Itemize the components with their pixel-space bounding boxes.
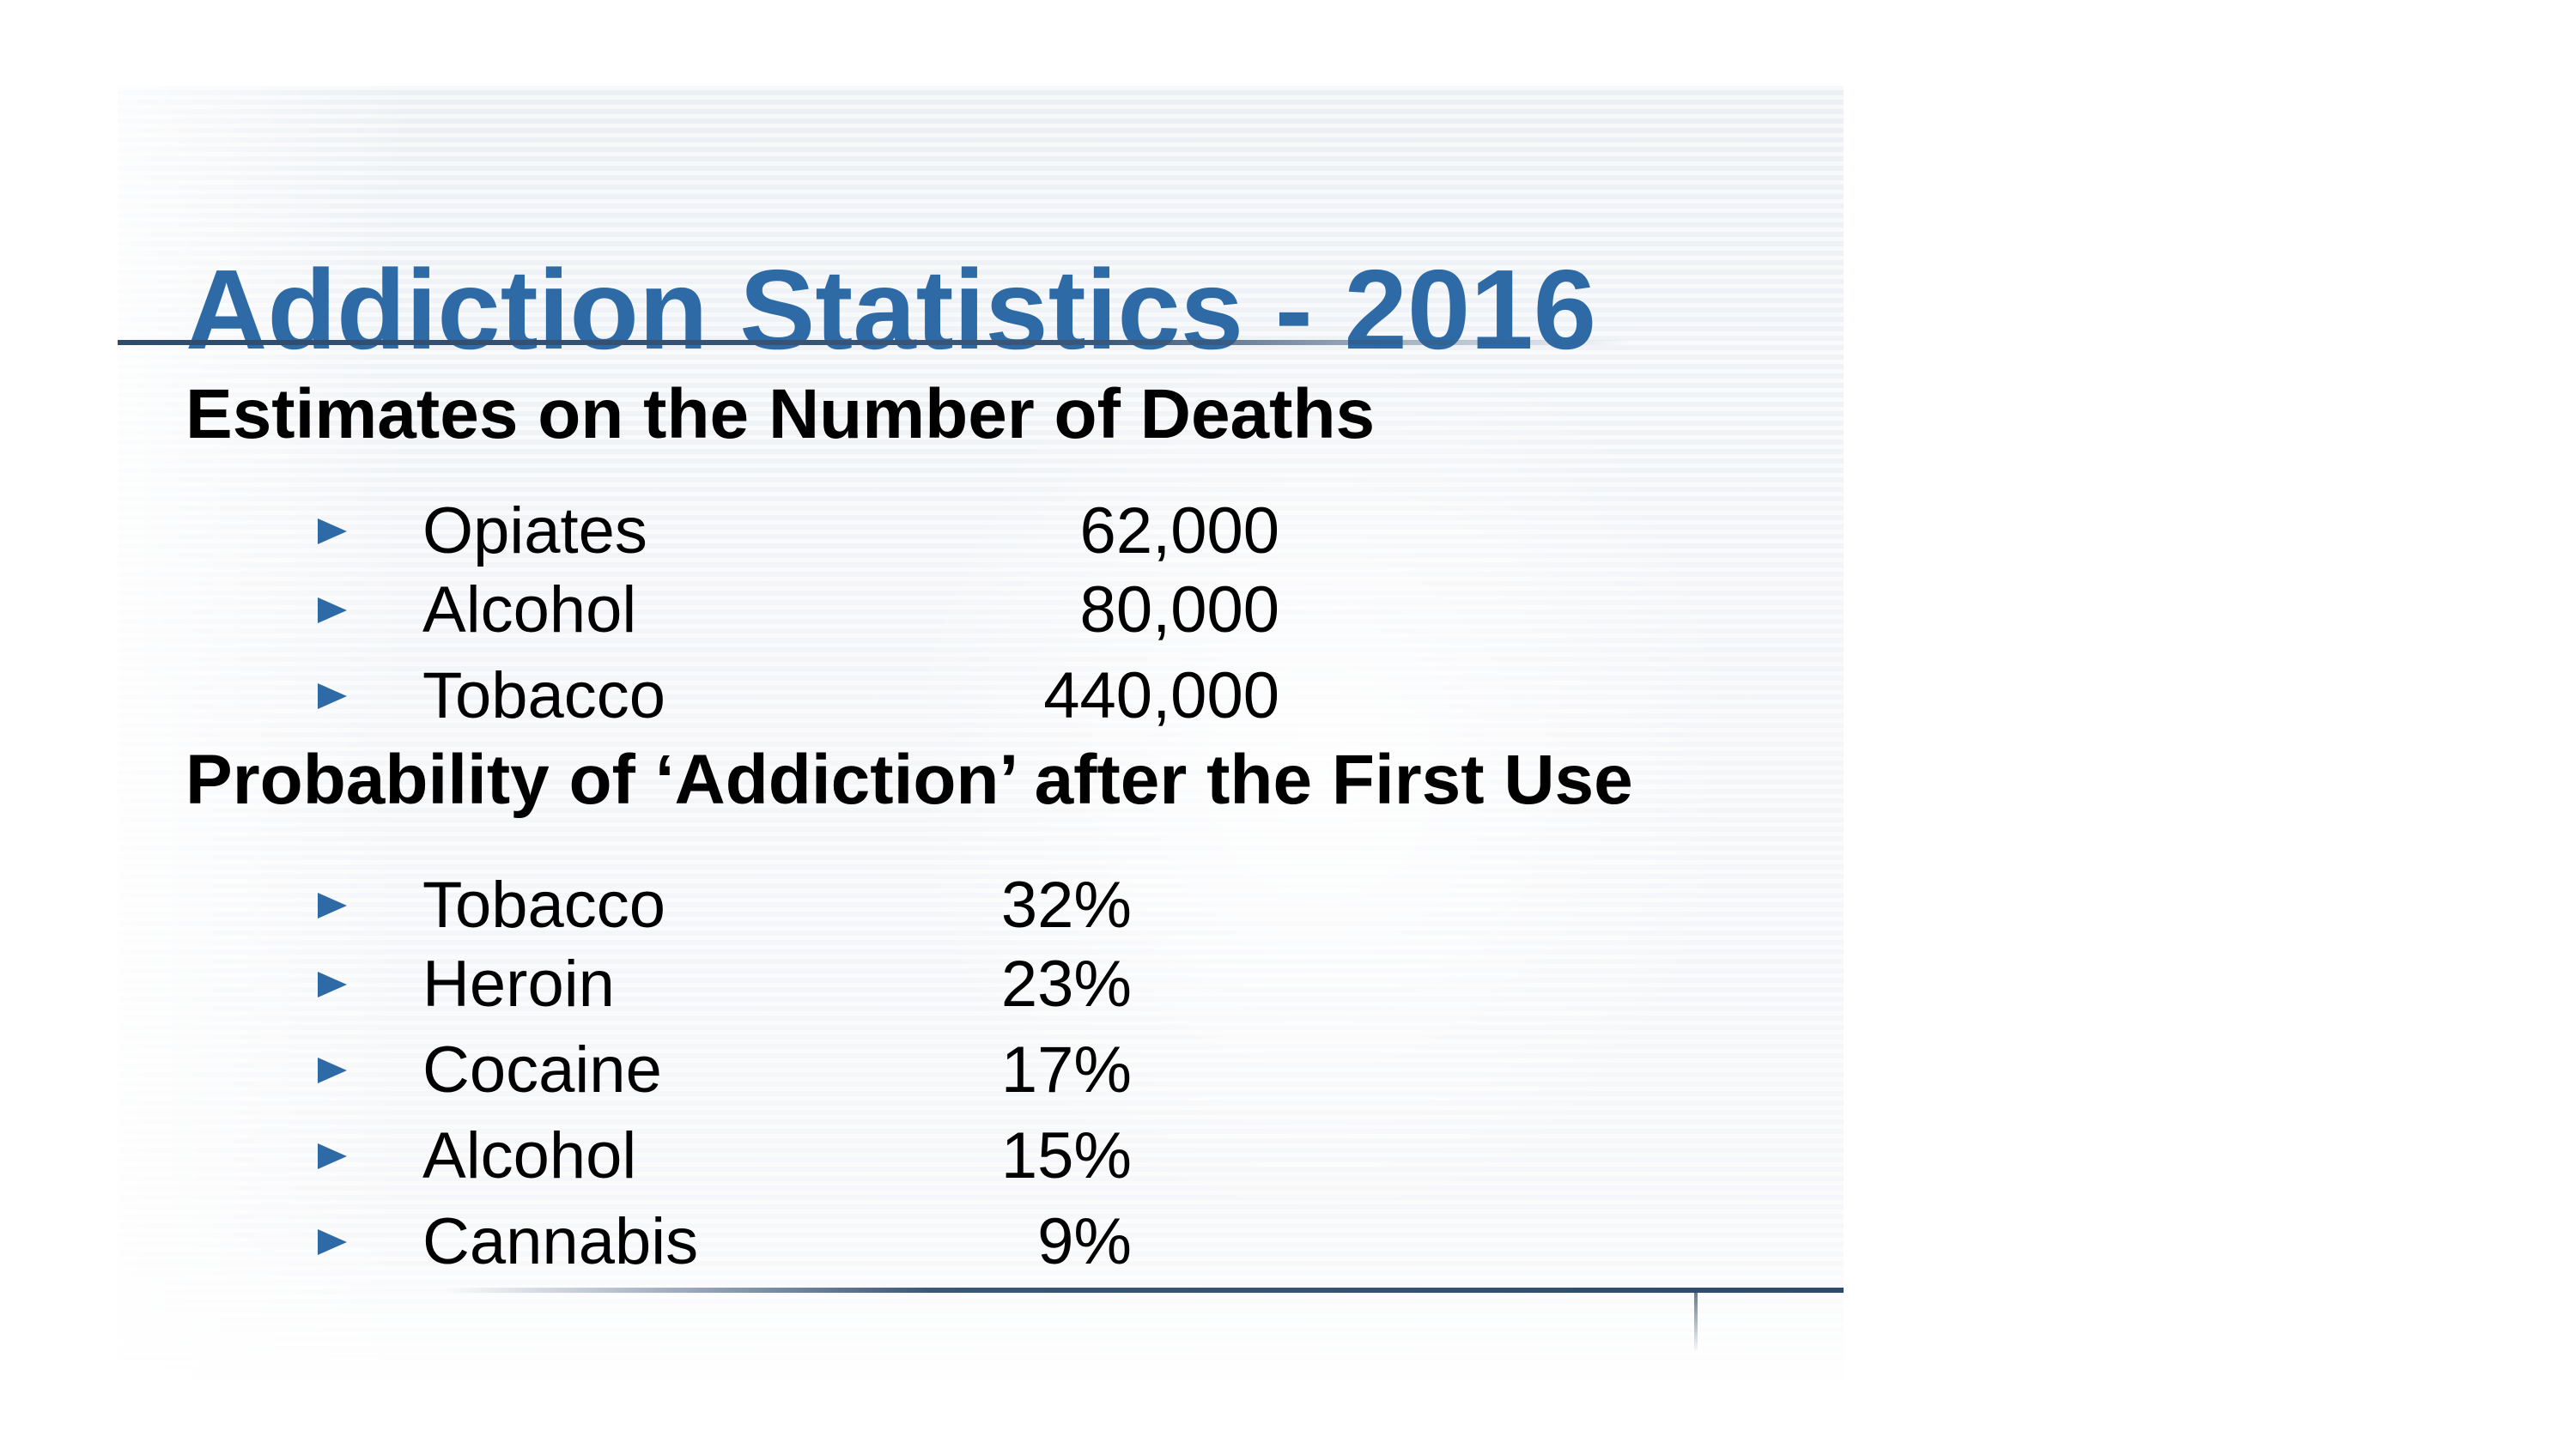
list-item-deaths: Opiates 62,000: [118, 493, 1844, 570]
list-item-probability: Cocaine 17%: [118, 1032, 1844, 1109]
slide: Addiction Statistics - 2016 Estimates on…: [118, 86, 1844, 1384]
item-label: Alcohol: [422, 1119, 637, 1192]
item-value: 440,000: [1043, 659, 1279, 732]
background-glow: [118, 86, 410, 1384]
item-label: Heroin: [422, 948, 615, 1021]
bullet-triangle-icon: [318, 1229, 347, 1255]
slide-title: Addiction Statistics - 2016: [185, 246, 1597, 373]
item-label: Cocaine: [422, 1034, 662, 1106]
list-item-deaths: Tobacco 440,000: [118, 658, 1844, 735]
footer-tick-mark: [1694, 1293, 1698, 1353]
item-label: Alcohol: [422, 573, 637, 646]
item-value: 62,000: [1079, 494, 1279, 567]
item-label: Opiates: [422, 494, 647, 567]
item-label: Cannabis: [422, 1205, 699, 1278]
bullet-triangle-icon: [318, 683, 347, 709]
bullet-triangle-icon: [318, 893, 347, 919]
bullet-triangle-icon: [318, 972, 347, 997]
bullet-triangle-icon: [318, 518, 347, 544]
list-item-probability: Tobacco 32%: [118, 867, 1844, 944]
bullet-triangle-icon: [318, 597, 347, 623]
background-glow: [890, 300, 1749, 1245]
section-heading-deaths: Estimates on the Number of Deaths: [185, 375, 1376, 453]
background-glow: [118, 1229, 1844, 1384]
item-label: Tobacco: [422, 869, 666, 942]
item-value: 23%: [1000, 948, 1132, 1021]
item-value: 15%: [1000, 1119, 1132, 1192]
list-item-deaths: Alcohol 80,000: [118, 572, 1844, 649]
item-value: 80,000: [1079, 573, 1279, 646]
list-item-probability: Alcohol 15%: [118, 1118, 1844, 1195]
list-item-probability: Cannabis 9%: [118, 1203, 1844, 1281]
list-item-probability: Heroin 23%: [118, 946, 1844, 1023]
item-value: 32%: [1000, 869, 1132, 942]
bullet-triangle-icon: [318, 1143, 347, 1169]
item-value: 17%: [1000, 1034, 1132, 1106]
footer-divider: [444, 1288, 1844, 1293]
title-divider: [118, 340, 1629, 345]
section-heading-probability: Probability of ‘Addiction’ after the Fir…: [185, 741, 1633, 819]
bullet-triangle-icon: [318, 1058, 347, 1083]
item-value: 9%: [1037, 1205, 1132, 1278]
item-label: Tobacco: [422, 659, 666, 732]
